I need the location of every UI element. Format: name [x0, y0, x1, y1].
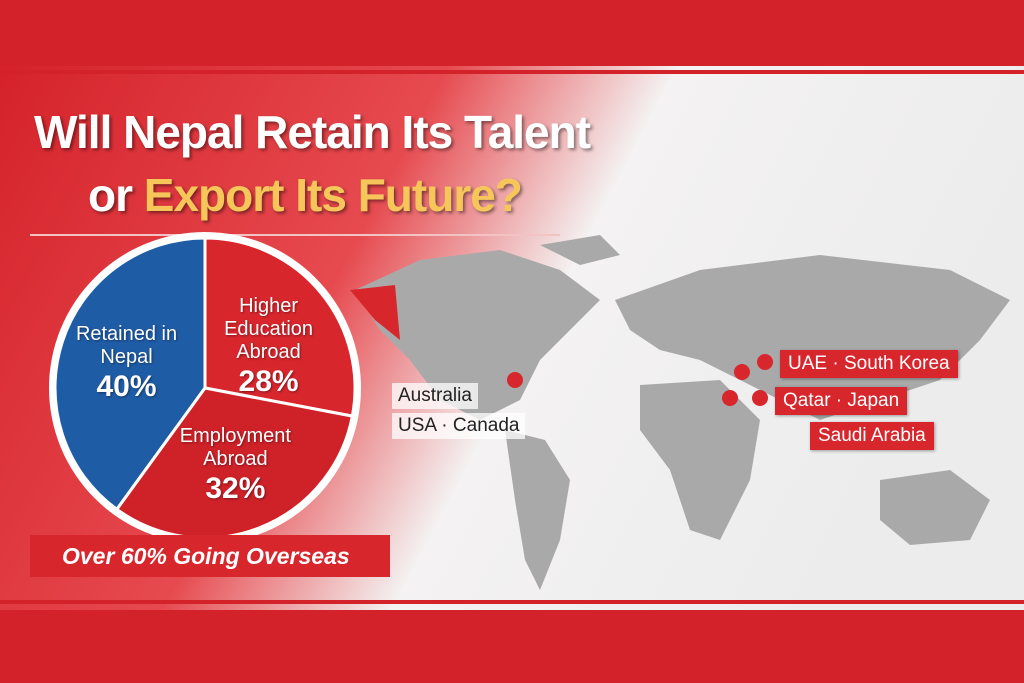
title-line1: Will Nepal Retain Its Talent [34, 106, 591, 158]
pie-slice [53, 236, 207, 512]
slice-label: Retained in Nepal 40% [62, 323, 192, 405]
slice-label: Higher Education Abroad 28% [204, 295, 334, 400]
slice-name: Employment Abroad [179, 424, 291, 470]
title-highlight: Export Its Future? [143, 169, 523, 221]
pie-slice [114, 386, 355, 540]
banner: Over 60% Going Overseas [62, 543, 350, 569]
bottom-band [0, 610, 1024, 683]
slice-name: Retained in Nepal [75, 322, 178, 368]
canada-highlight [350, 285, 400, 340]
map-label: Qatar · Japan [775, 387, 908, 415]
pie-chart [49, 232, 361, 544]
title-line2: or Export Its Future? [88, 168, 523, 222]
slice-name: Higher Education Abroad [224, 295, 314, 364]
slice-value: 32% [205, 471, 266, 505]
map-label: UAE · South Korea [780, 350, 958, 378]
slice-value: 28% [238, 365, 299, 399]
banner-bg [30, 535, 390, 577]
bottom-rule [0, 600, 1024, 604]
map-label: Saudi Arabia [810, 422, 934, 450]
title-prefix: or [88, 169, 133, 221]
top-rule [0, 70, 1024, 74]
pie-slice [203, 236, 357, 418]
map-pins [507, 354, 773, 406]
map-label: Australia [392, 383, 478, 409]
top-band [0, 0, 1024, 66]
slice-label: Employment Abroad 32% [170, 425, 300, 507]
world-map [355, 235, 1010, 590]
slice-value: 40% [96, 369, 157, 403]
map-label: USA · Canada [392, 413, 526, 439]
